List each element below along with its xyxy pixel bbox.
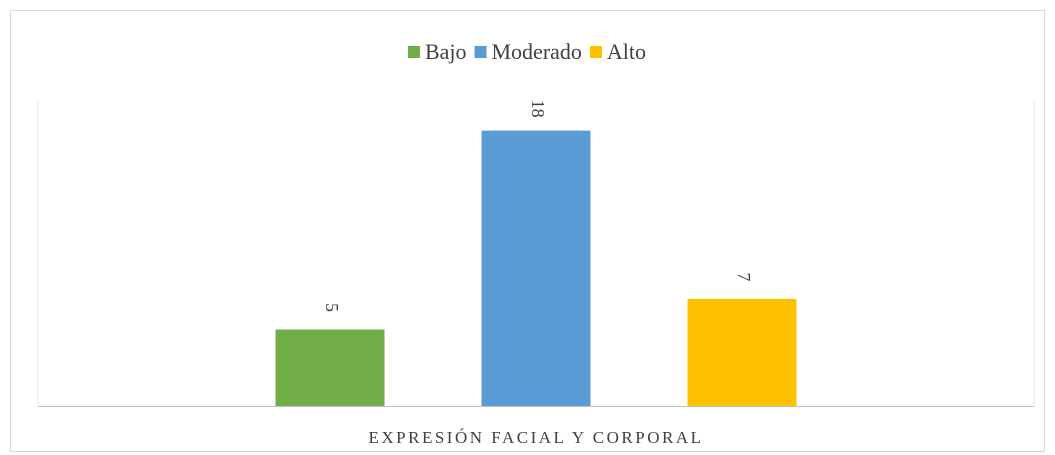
data-label: 5 [322, 303, 342, 312]
x-tick-label: EXPRESIÓN FACIAL Y CORPORAL [369, 428, 704, 447]
legend-label: Alto [607, 39, 646, 64]
legend-label: Bajo [425, 39, 467, 64]
legend-label: Moderado [492, 39, 582, 64]
bar [275, 329, 385, 406]
data-label: 7 [734, 272, 754, 281]
legend-swatch [407, 46, 420, 58]
legend-swatch [589, 46, 602, 58]
bar [687, 298, 797, 406]
legend-swatch [474, 46, 487, 58]
data-label: 18 [528, 100, 548, 118]
bar [481, 130, 591, 406]
